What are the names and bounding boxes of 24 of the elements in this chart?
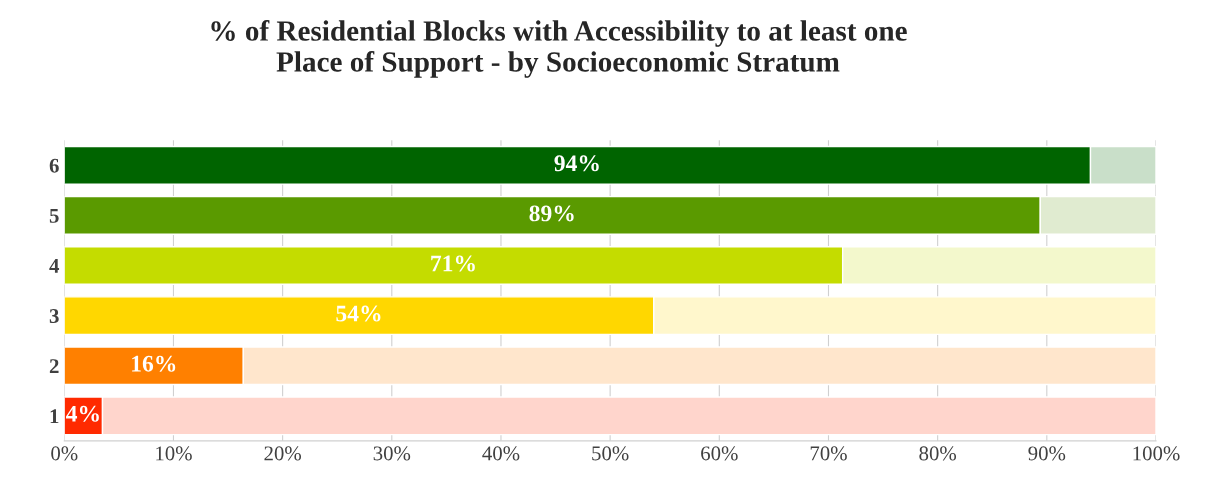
x-tick-label: 100% [1133,446,1180,461]
y-tick-label: 4 [49,259,60,273]
data-label: 94% [554,155,599,172]
x-tick-label: 0% [51,446,78,461]
y-tick-label: 3 [49,309,59,324]
x-tick-label: 50% [592,446,629,461]
y-tick-label: 5 [49,209,59,223]
data-label: 4% [66,405,99,422]
x-tick-label: 40% [482,446,520,461]
data-label: 89% [529,205,574,222]
x-tick-label: 70% [810,446,847,461]
data-label: 71% [431,255,475,272]
x-tick-label: 90% [1028,446,1066,461]
chart-title: % of Residential Blocks with Accessibility to at least one Place of Support - by Socioeconomic Stratum [211,20,907,78]
x-tick-label: 60% [701,446,738,461]
data-label: 54% [336,305,381,322]
y-tick-label: 1 [50,409,59,424]
x-tick-label: 20% [264,446,302,461]
y-tick-label: 6 [49,158,59,173]
x-tick-label: 30% [373,446,411,461]
x-tick-label: 10% [156,446,192,461]
x-tick-label: 80% [919,446,957,461]
data-label: 16% [132,355,176,372]
y-tick-label: 2 [49,359,59,373]
